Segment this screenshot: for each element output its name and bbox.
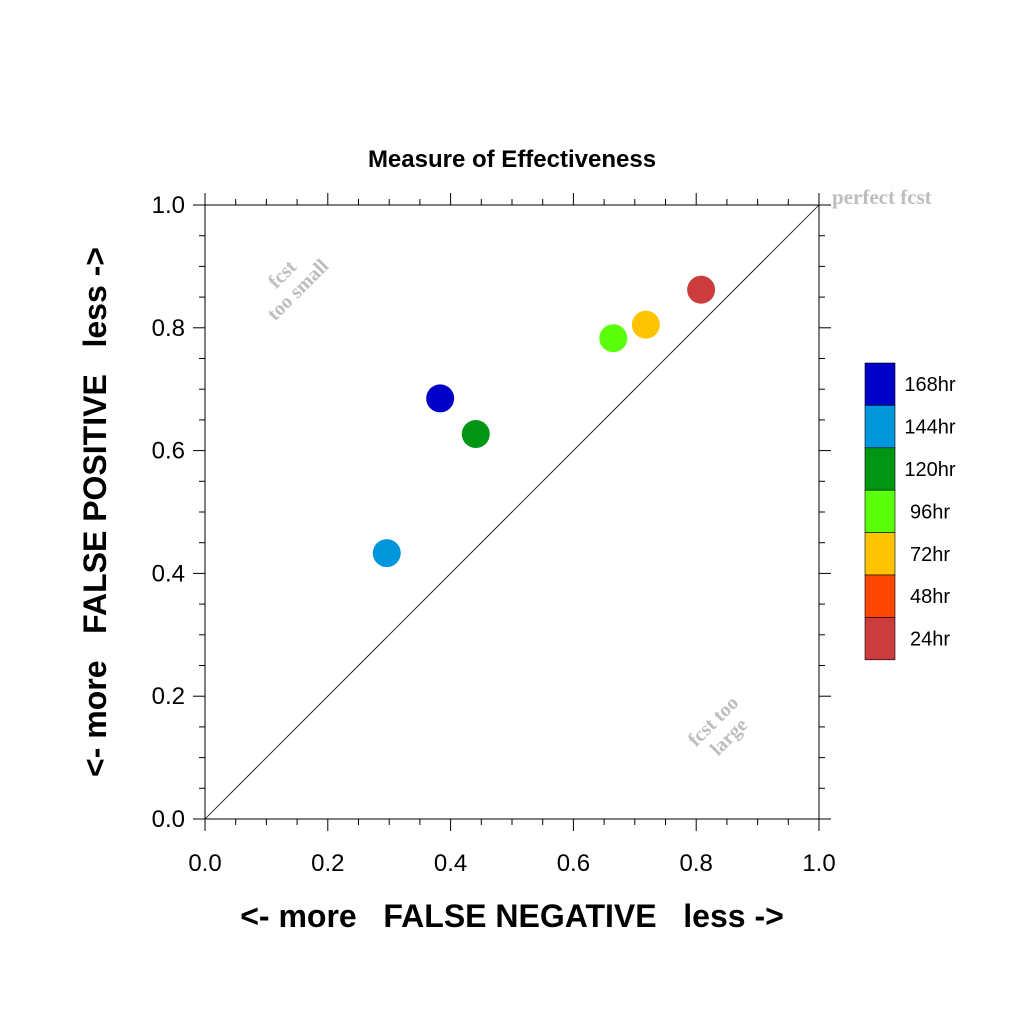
x-tick-label: 0.6: [557, 850, 590, 877]
data-point-168hr: [426, 384, 455, 413]
diagonal-reference-line: [204, 204, 820, 820]
legend-swatch-72hr: [864, 532, 896, 576]
y-tick-label: 1.0: [152, 192, 185, 219]
x-tick-label: 0.8: [680, 850, 713, 877]
data-point-96hr: [599, 324, 628, 353]
y-tick-label: 0.4: [152, 560, 185, 587]
plot-area: 0.00.0 0.2 0.2 0.4 0.4 0.6 0.6 0.8 0.8 1.0 1.0: [152, 192, 836, 877]
data-point-144hr: [372, 539, 401, 568]
legend-swatch-24hr: [864, 617, 896, 661]
x-tick-label: 0.4: [434, 850, 467, 877]
x-tick-label: 0.2: [311, 850, 344, 877]
legend-swatch-168hr: [864, 362, 896, 406]
data-point-72hr: [631, 310, 660, 339]
y-axis-label: <- more FALSE POSITIVE less ->: [77, 247, 113, 777]
x-tick-label: 1.0: [802, 850, 835, 877]
x-tick-label: 0.0: [188, 850, 221, 877]
legend-swatch-120hr: [864, 447, 896, 491]
y-tick-label: 0.6: [152, 438, 185, 465]
legend-label-96hr: 96hr: [910, 501, 950, 523]
legend: 168hr 144hr 120hr 96hr 72hr 48hr 24hr: [864, 362, 956, 661]
legend-label-144hr: 144hr: [904, 417, 955, 439]
legend-label-72hr: 72hr: [910, 544, 950, 566]
data-point-24hr: [687, 275, 716, 304]
legend-label-168hr: 168hr: [904, 374, 955, 396]
data-point-120hr: [461, 420, 490, 449]
x-axis-label: <- more FALSE NEGATIVE less ->: [240, 898, 784, 934]
perfect-forecast-note: perfect fcst: [832, 185, 932, 209]
legend-label-120hr: 120hr: [904, 459, 955, 481]
legend-swatch-96hr: [864, 489, 896, 533]
legend-swatch-144hr: [864, 405, 896, 449]
legend-swatch-48hr: [864, 574, 896, 618]
chart-title: Measure of Effectiveness: [368, 146, 656, 173]
y-tick-label: 0.8: [152, 315, 185, 342]
y-tick-label: 0.0: [152, 806, 185, 833]
legend-label-48hr: 48hr: [910, 586, 950, 608]
legend-label-24hr: 24hr: [910, 629, 950, 651]
y-tick-label: 0.2: [152, 683, 185, 710]
